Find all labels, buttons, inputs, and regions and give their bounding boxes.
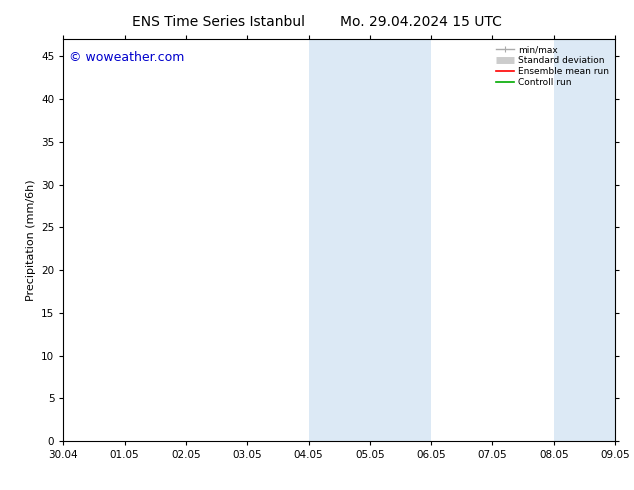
Bar — [553, 39, 585, 441]
Legend: min/max, Standard deviation, Ensemble mean run, Controll run: min/max, Standard deviation, Ensemble me… — [494, 44, 611, 89]
Text: ENS Time Series Istanbul        Mo. 29.04.2024 15 UTC: ENS Time Series Istanbul Mo. 29.04.2024 … — [132, 15, 502, 29]
Bar — [309, 39, 339, 441]
Text: © woweather.com: © woweather.com — [69, 51, 184, 64]
Bar — [339, 39, 431, 441]
Y-axis label: Precipitation (mm/6h): Precipitation (mm/6h) — [25, 179, 36, 301]
Bar — [585, 39, 634, 441]
